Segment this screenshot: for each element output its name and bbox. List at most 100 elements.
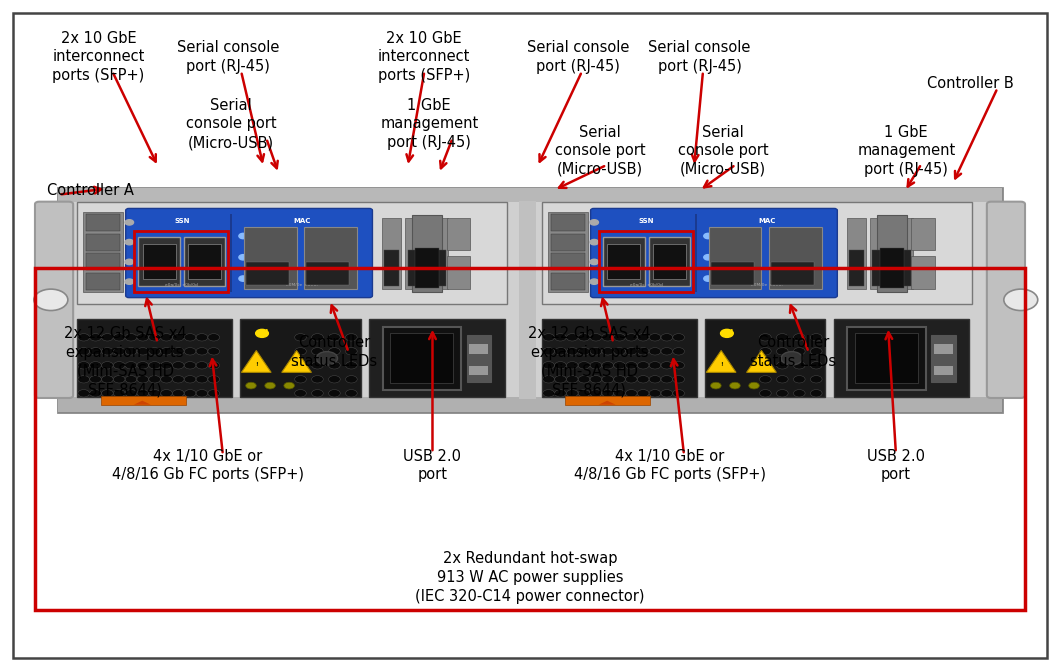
Bar: [848, 327, 926, 389]
Circle shape: [543, 348, 554, 355]
Bar: [603, 237, 644, 286]
Circle shape: [729, 383, 740, 389]
Circle shape: [238, 276, 247, 281]
Bar: [880, 248, 903, 288]
Bar: [877, 214, 906, 291]
Circle shape: [113, 334, 125, 341]
Circle shape: [78, 389, 89, 397]
Bar: [86, 253, 120, 271]
Circle shape: [781, 352, 802, 365]
Circle shape: [255, 330, 268, 338]
Bar: [77, 202, 507, 304]
Circle shape: [649, 334, 660, 341]
Circle shape: [125, 334, 137, 341]
Circle shape: [295, 376, 306, 383]
Bar: [607, 245, 640, 279]
Circle shape: [208, 376, 219, 383]
Text: e0M/0e  e0f/0f: e0M/0e e0f/0f: [286, 283, 318, 287]
Bar: [543, 202, 972, 304]
Circle shape: [78, 376, 89, 383]
Bar: [142, 245, 176, 279]
Text: Serial
console port
(Micro-USB): Serial console port (Micro-USB): [554, 125, 646, 177]
Bar: [872, 251, 887, 286]
Bar: [188, 245, 222, 279]
Circle shape: [760, 348, 772, 355]
Circle shape: [125, 362, 137, 369]
Circle shape: [148, 334, 160, 341]
Circle shape: [196, 334, 208, 341]
Circle shape: [625, 334, 637, 341]
Circle shape: [649, 362, 660, 369]
Circle shape: [811, 348, 823, 355]
Bar: [390, 334, 454, 383]
Circle shape: [811, 334, 823, 341]
Text: e0M/0e  e0f/0f: e0M/0e e0f/0f: [750, 283, 783, 287]
Bar: [431, 251, 446, 286]
Circle shape: [1004, 289, 1038, 311]
Text: e0a/0c  e0b/0d: e0a/0c e0b/0d: [631, 283, 664, 287]
Circle shape: [704, 276, 712, 281]
Circle shape: [137, 389, 148, 397]
Circle shape: [794, 348, 806, 355]
Bar: [304, 228, 356, 289]
Circle shape: [238, 255, 247, 260]
Text: Serial console
port (RJ-45): Serial console port (RJ-45): [649, 40, 750, 74]
Text: USB 2.0
port: USB 2.0 port: [867, 449, 924, 482]
Circle shape: [329, 362, 340, 369]
Circle shape: [637, 362, 649, 369]
Bar: [383, 327, 461, 389]
Circle shape: [125, 376, 137, 383]
Circle shape: [102, 348, 113, 355]
Text: e0a/0c  e0b/0d: e0a/0c e0b/0d: [165, 283, 198, 287]
Circle shape: [614, 334, 625, 341]
Text: !: !: [254, 362, 258, 367]
Text: 4x 1/10 GbE or
4/8/16 Gb FC ports (SFP+): 4x 1/10 GbE or 4/8/16 Gb FC ports (SFP+): [111, 449, 304, 482]
Circle shape: [590, 376, 602, 383]
Circle shape: [777, 389, 789, 397]
Circle shape: [137, 348, 148, 355]
Circle shape: [346, 362, 357, 369]
Circle shape: [748, 383, 759, 389]
Bar: [771, 261, 814, 285]
Circle shape: [566, 348, 578, 355]
Polygon shape: [282, 350, 312, 373]
Text: 1 GbE
management
port (RJ-45): 1 GbE management port (RJ-45): [858, 125, 955, 177]
Circle shape: [113, 389, 125, 397]
Circle shape: [196, 389, 208, 397]
Bar: [565, 396, 651, 405]
Text: Serial
console port
(Micro-USB): Serial console port (Micro-USB): [677, 125, 768, 177]
Circle shape: [125, 220, 134, 225]
Bar: [912, 218, 935, 250]
Circle shape: [295, 389, 306, 397]
Bar: [369, 320, 505, 397]
Circle shape: [173, 389, 184, 397]
Circle shape: [161, 362, 173, 369]
Circle shape: [794, 376, 806, 383]
Circle shape: [554, 334, 566, 341]
Bar: [416, 248, 439, 288]
Circle shape: [579, 362, 590, 369]
Text: 1 GbE
management
port (RJ-45): 1 GbE management port (RJ-45): [381, 98, 478, 150]
Circle shape: [614, 376, 625, 383]
Bar: [551, 253, 585, 271]
Circle shape: [161, 348, 173, 355]
Circle shape: [125, 348, 137, 355]
Circle shape: [196, 376, 208, 383]
Circle shape: [625, 348, 637, 355]
Circle shape: [208, 389, 219, 397]
Bar: [934, 366, 953, 375]
Text: 2x 10 GbE
interconnect
ports (SFP+): 2x 10 GbE interconnect ports (SFP+): [377, 31, 471, 83]
Text: Serial console
port (RJ-45): Serial console port (RJ-45): [177, 40, 279, 74]
Circle shape: [78, 348, 89, 355]
Circle shape: [811, 362, 823, 369]
Circle shape: [794, 334, 806, 341]
Circle shape: [811, 389, 823, 397]
Circle shape: [312, 389, 323, 397]
Circle shape: [329, 389, 340, 397]
Circle shape: [566, 376, 578, 383]
Circle shape: [295, 362, 306, 369]
Bar: [599, 231, 693, 292]
Circle shape: [590, 334, 602, 341]
Circle shape: [625, 389, 637, 397]
Circle shape: [295, 348, 306, 355]
